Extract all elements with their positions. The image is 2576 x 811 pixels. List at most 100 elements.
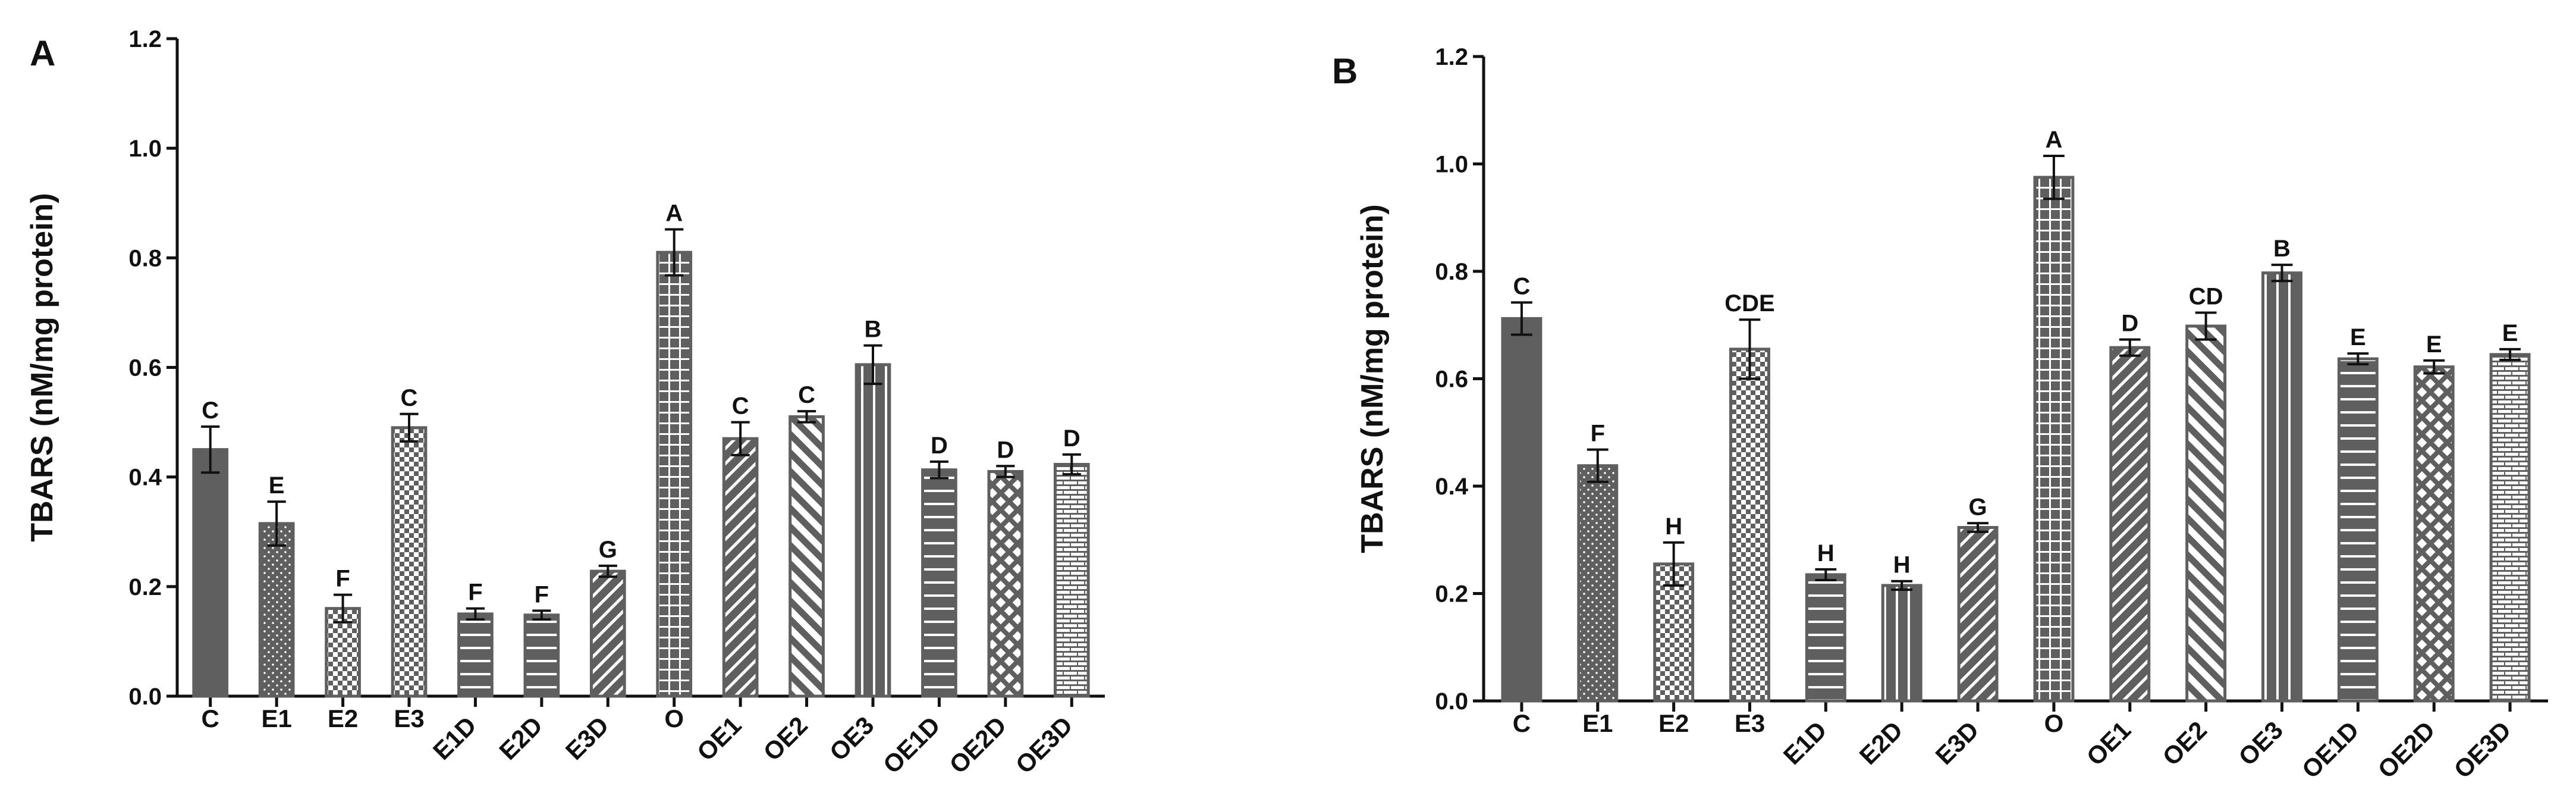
significance-label: E — [2502, 320, 2518, 346]
bar — [2261, 271, 2302, 703]
x-tick-label: C — [1513, 709, 1531, 737]
y-tick-label: 0.4 — [128, 465, 162, 491]
bar — [855, 363, 891, 698]
y-tick-label: 1.2 — [1435, 44, 1468, 70]
significance-label: C — [401, 385, 418, 411]
panel-b-chart: B TBARS (nM/mg protein) 0.0 0.2 0.4 0.6 0.8 1.0… — [1332, 44, 2548, 784]
x-tick-label: OE3 — [824, 711, 879, 766]
significance-label: B — [2273, 236, 2291, 262]
x-tick-label: E3 — [394, 704, 424, 732]
bar — [2413, 365, 2455, 703]
significance-label: B — [865, 317, 882, 343]
bar — [589, 569, 626, 698]
bar — [2033, 176, 2075, 703]
x-tick-label: C — [202, 704, 219, 732]
significance-label: D — [1063, 425, 1080, 452]
significance-label: F — [468, 580, 482, 606]
bar — [722, 437, 759, 698]
x-tick-label: OE2D — [2373, 716, 2440, 784]
x-tick-label: OE1 — [2081, 716, 2137, 771]
bar — [788, 415, 825, 698]
y-tick-label: 0.2 — [1435, 581, 1468, 608]
x-tick-label: E1D — [428, 711, 482, 765]
y-tick-label: 0.8 — [128, 245, 162, 271]
bar — [1957, 525, 1999, 703]
x-tick-label: E2D — [1854, 716, 1908, 770]
bar — [2109, 346, 2151, 703]
y-tick-label: 1.0 — [1435, 152, 1468, 178]
significance-label: F — [335, 566, 350, 592]
bar — [192, 448, 229, 698]
significance-label: E — [2426, 331, 2442, 358]
significance-label: F — [535, 581, 549, 608]
bar — [391, 426, 428, 698]
bar — [1653, 562, 1695, 703]
x-tick-label: E1 — [261, 704, 291, 732]
bar — [523, 613, 560, 698]
significance-label: E — [2350, 324, 2366, 350]
x-tick-label: OE2 — [758, 711, 813, 766]
significance-label: G — [599, 537, 617, 563]
x-tick-label: E3D — [560, 711, 614, 765]
bar — [921, 468, 957, 698]
y-axis-title: TBARS (nM/mg protein) — [25, 193, 59, 541]
significance-label: D — [2121, 311, 2138, 337]
x-tick-label: OE1D — [878, 711, 945, 779]
significance-label: A — [2045, 127, 2062, 153]
x-tick-label: E2D — [494, 711, 548, 765]
bar — [2489, 353, 2531, 703]
significance-label: C — [202, 397, 219, 424]
y-tick-label: 0.2 — [128, 574, 162, 600]
significance-label: H — [1893, 552, 1911, 578]
x-tick-label: O — [2044, 709, 2064, 737]
bar — [987, 469, 1024, 698]
x-tick-label: OE2 — [2157, 716, 2212, 771]
x-tick-label: E2 — [1658, 709, 1689, 737]
x-tick-label: E3 — [1735, 709, 1765, 737]
x-tick-label: OE2D — [944, 711, 1011, 779]
y-tick-label: 0.6 — [128, 355, 162, 381]
panel-letter: A — [30, 33, 55, 73]
bar — [457, 612, 494, 698]
significance-label: A — [665, 200, 683, 226]
y-tick-label: 0.0 — [128, 684, 162, 710]
bar — [656, 250, 693, 698]
x-tick-label: OE3 — [2233, 716, 2288, 771]
x-tick-label: E3D — [1930, 716, 1984, 770]
bar — [1881, 584, 1922, 703]
panel-letter: B — [1332, 51, 1358, 91]
x-tick-label: OE3D — [1010, 711, 1078, 779]
bar — [1501, 317, 1543, 703]
x-tick-label: O — [664, 704, 684, 732]
significance-label: F — [1591, 421, 1605, 447]
y-tick-label: 0.6 — [1435, 367, 1468, 393]
significance-label: C — [798, 382, 815, 408]
bar — [258, 522, 295, 698]
x-tick-label: OE1D — [2297, 716, 2364, 784]
significance-label: CDE — [1724, 290, 1774, 317]
significance-label: E — [269, 472, 285, 499]
bar — [1729, 347, 1770, 703]
significance-label: H — [1665, 513, 1682, 540]
significance-label: C — [1513, 273, 1530, 299]
significance-label: G — [1969, 494, 1987, 520]
significance-label: CD — [2189, 283, 2223, 309]
x-tick-label: OE3D — [2448, 716, 2516, 784]
significance-label: D — [931, 433, 948, 459]
x-tick-label: E1 — [1582, 709, 1613, 737]
y-tick-label: 0.4 — [1435, 474, 1468, 500]
y-axis-title: TBARS (nM/mg protein) — [1355, 204, 1390, 553]
bar — [2185, 324, 2227, 703]
significance-label: H — [1817, 540, 1834, 566]
significance-label: C — [732, 393, 749, 419]
y-tick-label: 1.0 — [128, 136, 162, 162]
x-tick-label: OE1 — [692, 711, 747, 766]
bar — [1053, 462, 1090, 698]
bar — [1805, 573, 1846, 703]
x-tick-label: E2 — [328, 704, 358, 732]
x-tick-label: E1D — [1778, 716, 1832, 770]
y-tick-label: 0.0 — [1435, 688, 1468, 715]
panel-a-chart: A TBARS (nM/mg protein) 0.0 0.2 0.4 0.6 0.8 1.0… — [25, 26, 1105, 779]
significance-label: D — [997, 437, 1014, 463]
